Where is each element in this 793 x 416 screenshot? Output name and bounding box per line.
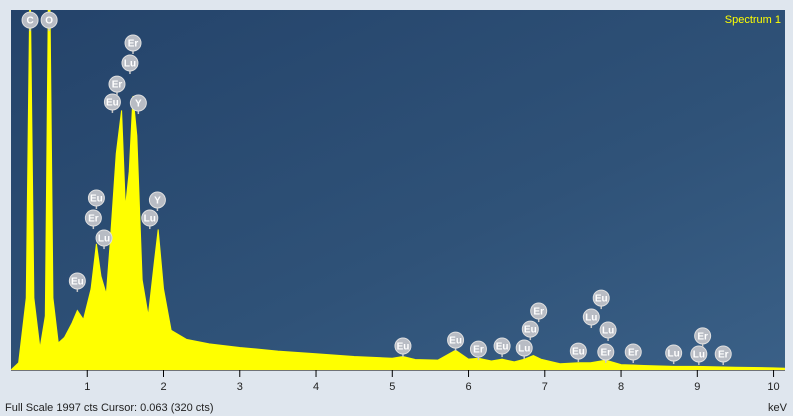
annotation-label: Lu: [144, 214, 156, 225]
annotation-label: Eu: [524, 325, 537, 336]
annotation-label: Eu: [572, 347, 585, 358]
annotation-label: Eu: [90, 194, 103, 205]
x-tick-label: 3: [237, 381, 243, 393]
annotation-label: Lu: [98, 234, 110, 245]
annotation-label: Eu: [496, 342, 509, 353]
x-tick-label: 7: [542, 381, 548, 393]
annotation-label: Lu: [668, 349, 680, 360]
x-tick-label: 6: [465, 381, 471, 393]
annotation-label: Lu: [518, 344, 530, 355]
annotation-label: Eu: [71, 277, 84, 288]
annotation-label: Lu: [602, 326, 614, 337]
x-tick-label: 9: [694, 381, 700, 393]
annotation-label: Er: [533, 307, 544, 318]
x-axis-label: keV: [768, 402, 788, 414]
annotation-label: Y: [154, 196, 161, 207]
spectrum-view: Spectrum 1 Full Scale 1997 cts Cursor: 0…: [0, 0, 793, 416]
annotation-label: Er: [112, 80, 123, 91]
annotation-label: Lu: [124, 59, 136, 70]
status-text: Full Scale 1997 cts Cursor: 0.063 (320 c…: [5, 402, 213, 414]
x-tick-label: 8: [618, 381, 624, 393]
annotation-label: Er: [601, 348, 612, 359]
x-tick-label: 4: [313, 381, 319, 393]
annotation-label: Lu: [693, 350, 705, 361]
annotation-label: Er: [718, 350, 729, 361]
annotation-label: Eu: [449, 336, 462, 347]
annotation-label: Er: [128, 39, 139, 50]
annotation-label: Eu: [595, 294, 608, 305]
annotation-label: Er: [88, 214, 99, 225]
annotation-label: Lu: [585, 313, 597, 324]
annotation-label: Eu: [106, 98, 119, 109]
annotation-label: Er: [628, 348, 639, 359]
annotation-label: Eu: [397, 342, 410, 353]
spectrum-name: Spectrum 1: [725, 14, 781, 26]
annotation-label: Y: [135, 99, 142, 110]
annotation-label: Er: [697, 332, 708, 343]
x-tick-label: 10: [767, 381, 779, 393]
annotation-label: Er: [473, 345, 484, 356]
x-tick-label: 5: [389, 381, 395, 393]
x-tick-label: 2: [160, 381, 166, 393]
annotation-label: O: [45, 16, 53, 27]
x-tick-label: 1: [84, 381, 90, 393]
annotation-label: C: [26, 16, 33, 27]
